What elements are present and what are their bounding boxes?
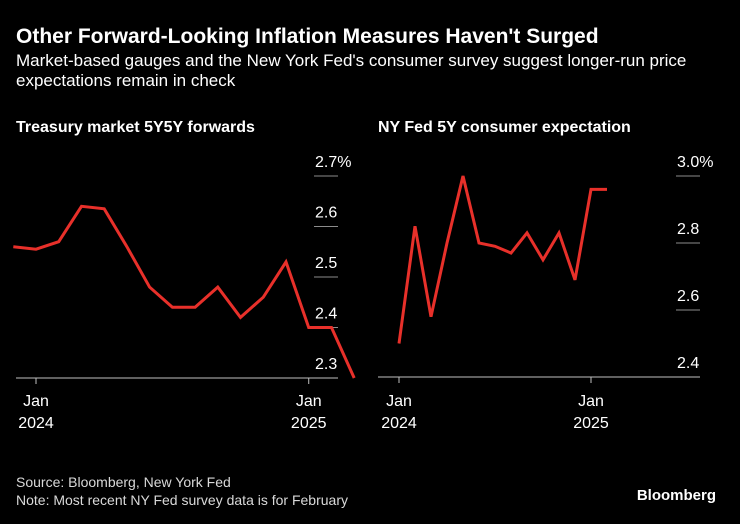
treasury-5y5y-chart: 2.7% 2.6 2.5 2.4 2.3 Jan 2024 Jan 2025 [13, 154, 356, 432]
x-tick-label-year: 2025 [291, 415, 327, 432]
y-tick-label: 3.0% [677, 154, 713, 171]
x-tick-label-year: 2024 [381, 415, 417, 432]
x-tick-label-year: 2024 [18, 415, 54, 432]
y-tick-label: 2.5 [315, 255, 337, 272]
x-tick-label: Jan [23, 393, 49, 410]
nyfed-consumer-chart: 3.0% 2.8 2.6 2.4 Jan 2024 Jan 2025 [378, 154, 713, 432]
bloomberg-logo: Bloomberg [636, 487, 716, 504]
x-tick-label: Jan [578, 393, 604, 410]
y-tick-label: 2.4 [677, 355, 699, 372]
x-tick-label: Jan [386, 393, 412, 410]
x-tick-label: Jan [296, 393, 322, 410]
series-line [397, 175, 607, 344]
y-tick-label: 2.6 [677, 288, 699, 305]
series-line [13, 204, 356, 379]
y-tick-label: 2.4 [315, 306, 337, 323]
chart-title: Other Forward-Looking Inflation Measures… [16, 25, 599, 48]
chart-subtitle: Market-based gauges and the New York Fed… [16, 51, 687, 90]
y-tick-label: 2.6 [315, 205, 337, 222]
footnote: Note: Most recent NY Fed survey data is … [16, 492, 348, 508]
panel-title-nyfed: NY Fed 5Y consumer expectation [378, 119, 631, 136]
panel-title-treasury: Treasury market 5Y5Y forwards [16, 119, 255, 136]
x-tick-label-year: 2025 [573, 415, 609, 432]
y-tick-label: 2.8 [677, 221, 699, 238]
y-tick-label: 2.3 [315, 356, 337, 373]
source-note: Source: Bloomberg, New York Fed [16, 474, 231, 490]
y-tick-label: 2.7% [315, 154, 351, 171]
